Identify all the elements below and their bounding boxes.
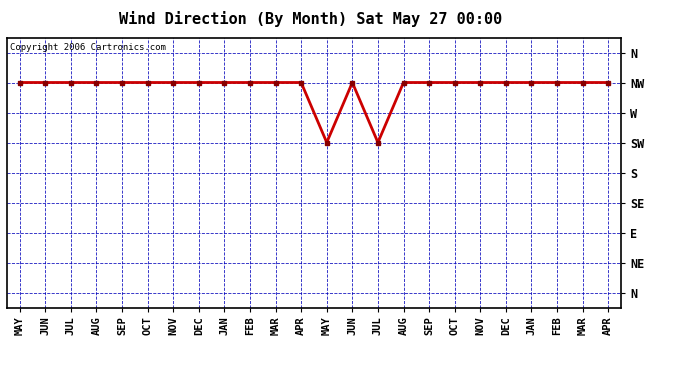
Text: Wind Direction (By Month) Sat May 27 00:00: Wind Direction (By Month) Sat May 27 00:… <box>119 11 502 27</box>
Text: Copyright 2006 Cartronics.com: Copyright 2006 Cartronics.com <box>10 43 166 52</box>
